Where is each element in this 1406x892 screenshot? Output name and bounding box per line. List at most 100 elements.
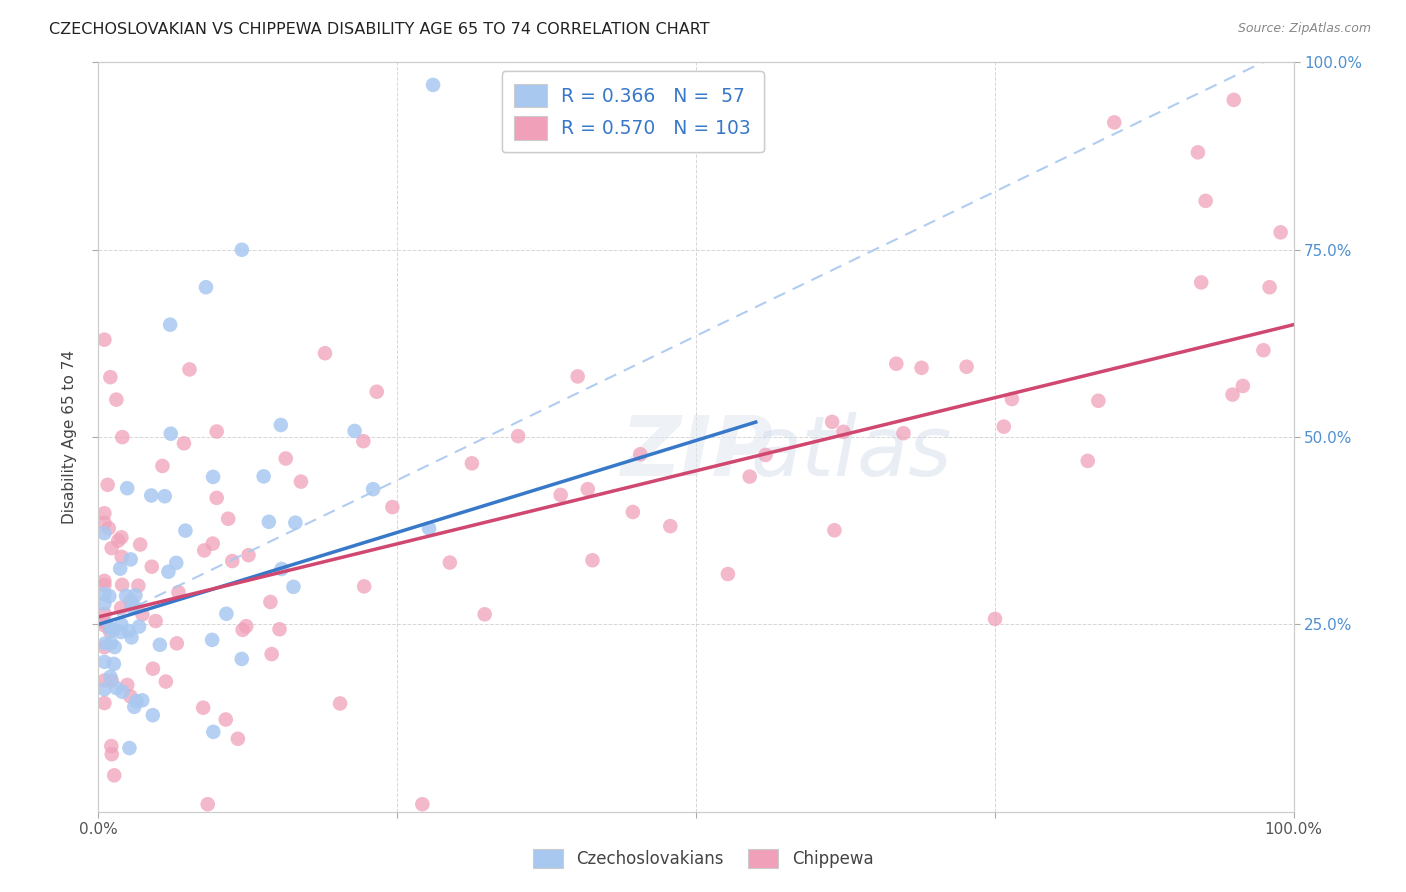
Point: [418, 521, 440, 535]
Point: [110, 600, 132, 615]
Point: [93, 696, 115, 710]
Point: [231, 652, 253, 666]
Point: [100, 739, 122, 753]
Point: [97, 477, 120, 491]
Point: [120, 593, 142, 607]
Point: [153, 489, 176, 503]
Point: [993, 419, 1015, 434]
Point: [120, 552, 142, 566]
Point: [576, 482, 599, 496]
Point: [93, 597, 115, 611]
Point: [260, 647, 283, 661]
Point: [1270, 225, 1292, 239]
Point: [284, 516, 307, 530]
Point: [343, 424, 366, 438]
Point: [121, 599, 143, 614]
Point: [110, 530, 132, 544]
Point: [205, 491, 228, 505]
Point: [98, 370, 122, 384]
Point: [93, 574, 115, 588]
Point: [166, 636, 188, 650]
Point: [439, 556, 461, 570]
Point: [984, 612, 1007, 626]
Y-axis label: Disability Age 65 to 74: Disability Age 65 to 74: [62, 350, 77, 524]
Point: [329, 697, 352, 711]
Point: [120, 690, 142, 704]
Point: [231, 243, 253, 257]
Point: [141, 488, 163, 502]
Point: [202, 470, 225, 484]
Point: [157, 565, 180, 579]
Point: [411, 797, 433, 812]
Point: [195, 280, 218, 294]
Point: [366, 384, 388, 399]
Point: [352, 434, 374, 449]
Point: [832, 425, 855, 439]
Point: [461, 456, 484, 470]
Point: [1087, 393, 1109, 408]
Legend: R = 0.366   N =  57, R = 0.570   N = 103: R = 0.366 N = 57, R = 0.570 N = 103: [502, 71, 763, 153]
Point: [93, 578, 115, 592]
Point: [93, 506, 115, 520]
Point: [94, 636, 117, 650]
Point: [508, 429, 530, 443]
Point: [131, 607, 153, 622]
Text: ZIP: ZIP: [620, 411, 772, 492]
Point: [117, 678, 139, 692]
Point: [98, 670, 122, 684]
Point: [159, 426, 181, 441]
Point: [105, 392, 128, 407]
Point: [1195, 194, 1218, 208]
Text: CZECHOSLOVAKIAN VS CHIPPEWA DISABILITY AGE 65 TO 74 CORRELATION CHART: CZECHOSLOVAKIAN VS CHIPPEWA DISABILITY A…: [49, 22, 710, 37]
Point: [738, 469, 761, 483]
Point: [201, 536, 224, 550]
Point: [257, 515, 280, 529]
Point: [98, 589, 121, 603]
Point: [955, 359, 977, 374]
Point: [215, 713, 238, 727]
Point: [550, 488, 572, 502]
Point: [117, 624, 139, 638]
Point: [173, 436, 195, 450]
Point: [314, 346, 336, 360]
Point: [93, 618, 115, 632]
Text: atlas: atlas: [751, 411, 952, 492]
Point: [205, 425, 228, 439]
Legend: Czechoslovakians, Chippewa: Czechoslovakians, Chippewa: [526, 842, 880, 875]
Point: [128, 619, 150, 633]
Point: [193, 700, 215, 714]
Point: [121, 631, 143, 645]
Point: [145, 614, 167, 628]
Point: [93, 587, 115, 601]
Point: [93, 655, 115, 669]
Point: [93, 673, 115, 688]
Point: [1253, 343, 1275, 358]
Point: [232, 623, 254, 637]
Point: [122, 599, 145, 613]
Point: [149, 638, 172, 652]
Point: [118, 741, 141, 756]
Point: [717, 567, 740, 582]
Point: [127, 579, 149, 593]
Point: [97, 521, 120, 535]
Point: [111, 430, 134, 444]
Point: [110, 617, 132, 632]
Point: [93, 333, 115, 347]
Point: [474, 607, 496, 622]
Point: [100, 541, 122, 555]
Point: [125, 694, 148, 708]
Point: [893, 426, 915, 441]
Point: [823, 523, 845, 537]
Point: [103, 768, 125, 782]
Point: [217, 512, 239, 526]
Point: [1258, 280, 1281, 294]
Point: [152, 458, 174, 473]
Point: [235, 619, 257, 633]
Point: [269, 622, 291, 636]
Point: [270, 562, 292, 576]
Point: [124, 588, 146, 602]
Point: [174, 524, 197, 538]
Point: [115, 481, 138, 495]
Point: [93, 640, 115, 655]
Point: [93, 682, 115, 697]
